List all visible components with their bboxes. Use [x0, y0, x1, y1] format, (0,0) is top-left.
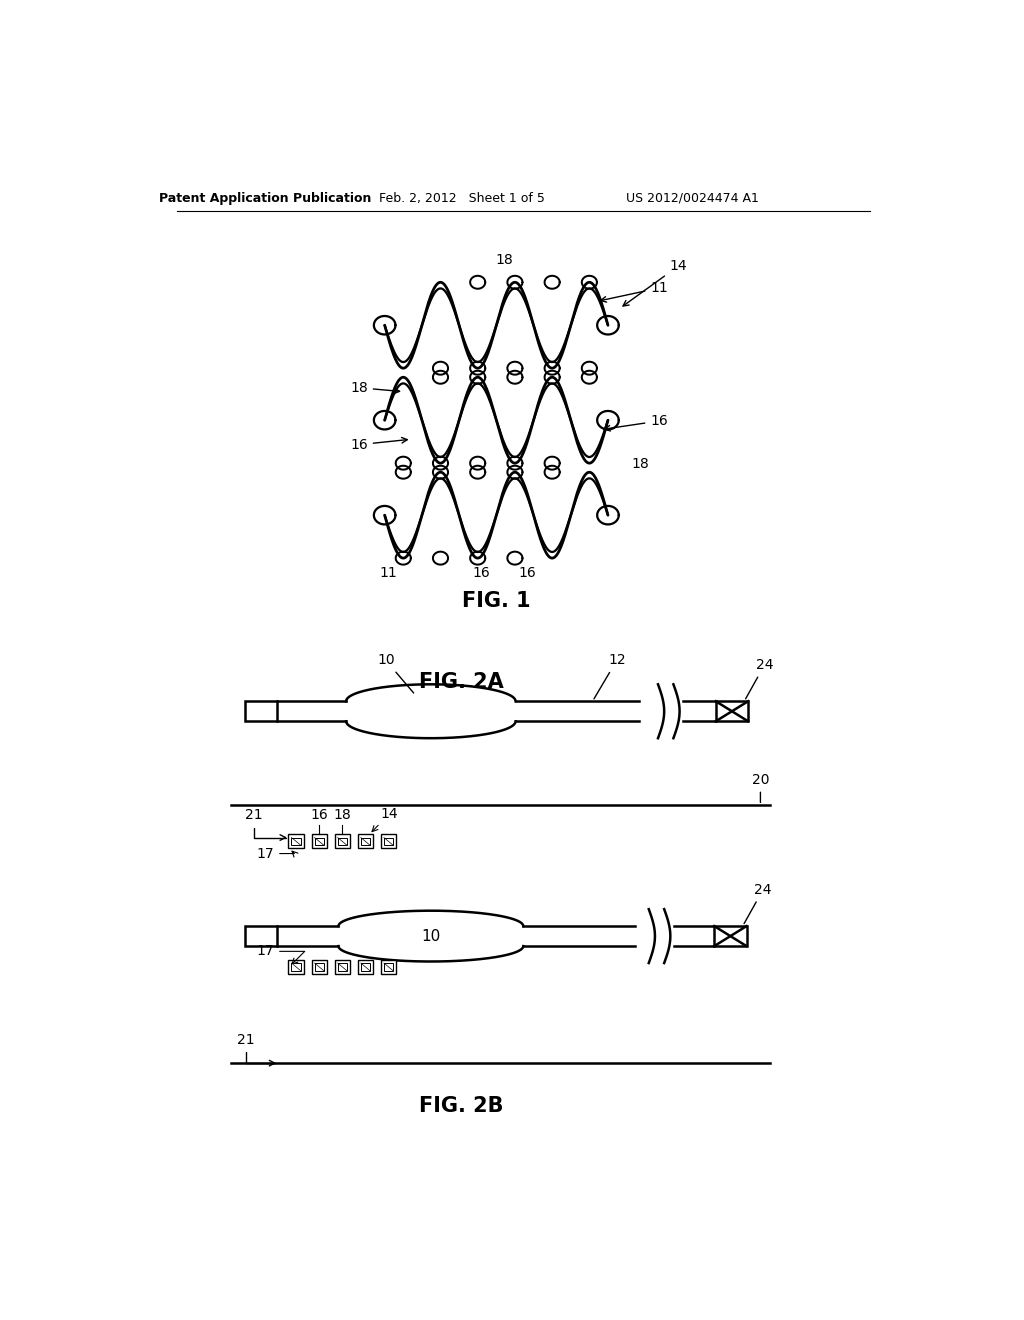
- Bar: [714, 927, 746, 946]
- Bar: [335, 834, 350, 849]
- Bar: [360, 964, 370, 970]
- Bar: [338, 964, 347, 970]
- Text: 18: 18: [334, 808, 351, 822]
- Bar: [357, 960, 373, 974]
- Text: 16: 16: [518, 565, 536, 579]
- Bar: [289, 960, 304, 974]
- Text: 14: 14: [623, 259, 687, 306]
- Text: FIG. 2A: FIG. 2A: [419, 672, 504, 692]
- Text: 17: 17: [256, 944, 305, 964]
- Text: 12: 12: [594, 653, 626, 698]
- Text: 16: 16: [604, 414, 668, 432]
- Bar: [335, 960, 350, 974]
- Text: 17: 17: [256, 846, 298, 861]
- Text: 11: 11: [380, 565, 397, 579]
- Text: 10: 10: [421, 928, 440, 944]
- Text: 24: 24: [745, 657, 773, 698]
- Bar: [381, 834, 396, 849]
- Text: Feb. 2, 2012   Sheet 1 of 5: Feb. 2, 2012 Sheet 1 of 5: [379, 191, 545, 205]
- Bar: [245, 701, 276, 721]
- Bar: [289, 834, 304, 849]
- Text: 18: 18: [632, 457, 649, 471]
- Bar: [381, 960, 396, 974]
- Text: 16: 16: [310, 808, 328, 822]
- Bar: [384, 837, 393, 845]
- Bar: [338, 837, 347, 845]
- Text: 21: 21: [245, 808, 286, 841]
- Bar: [716, 701, 749, 721]
- Text: 11: 11: [601, 281, 668, 302]
- Text: 21: 21: [238, 1032, 274, 1067]
- Bar: [360, 837, 370, 845]
- Bar: [292, 837, 301, 845]
- Bar: [384, 964, 393, 970]
- Bar: [314, 837, 324, 845]
- Text: Patent Application Publication: Patent Application Publication: [159, 191, 372, 205]
- Text: 10: 10: [377, 653, 414, 693]
- Text: FIG. 2B: FIG. 2B: [420, 1096, 504, 1115]
- Bar: [357, 834, 373, 849]
- Text: US 2012/0024474 A1: US 2012/0024474 A1: [627, 191, 759, 205]
- Text: 16: 16: [472, 565, 489, 579]
- Text: 20: 20: [752, 772, 769, 803]
- Text: FIG. 1: FIG. 1: [462, 591, 530, 611]
- Bar: [311, 834, 327, 849]
- Bar: [245, 927, 276, 946]
- Bar: [314, 964, 324, 970]
- Text: 16: 16: [350, 437, 408, 451]
- Text: 18: 18: [350, 380, 399, 395]
- Bar: [311, 960, 327, 974]
- Bar: [292, 964, 301, 970]
- Text: 14: 14: [372, 807, 398, 832]
- Text: 18: 18: [496, 253, 513, 267]
- Text: 24: 24: [744, 883, 772, 924]
